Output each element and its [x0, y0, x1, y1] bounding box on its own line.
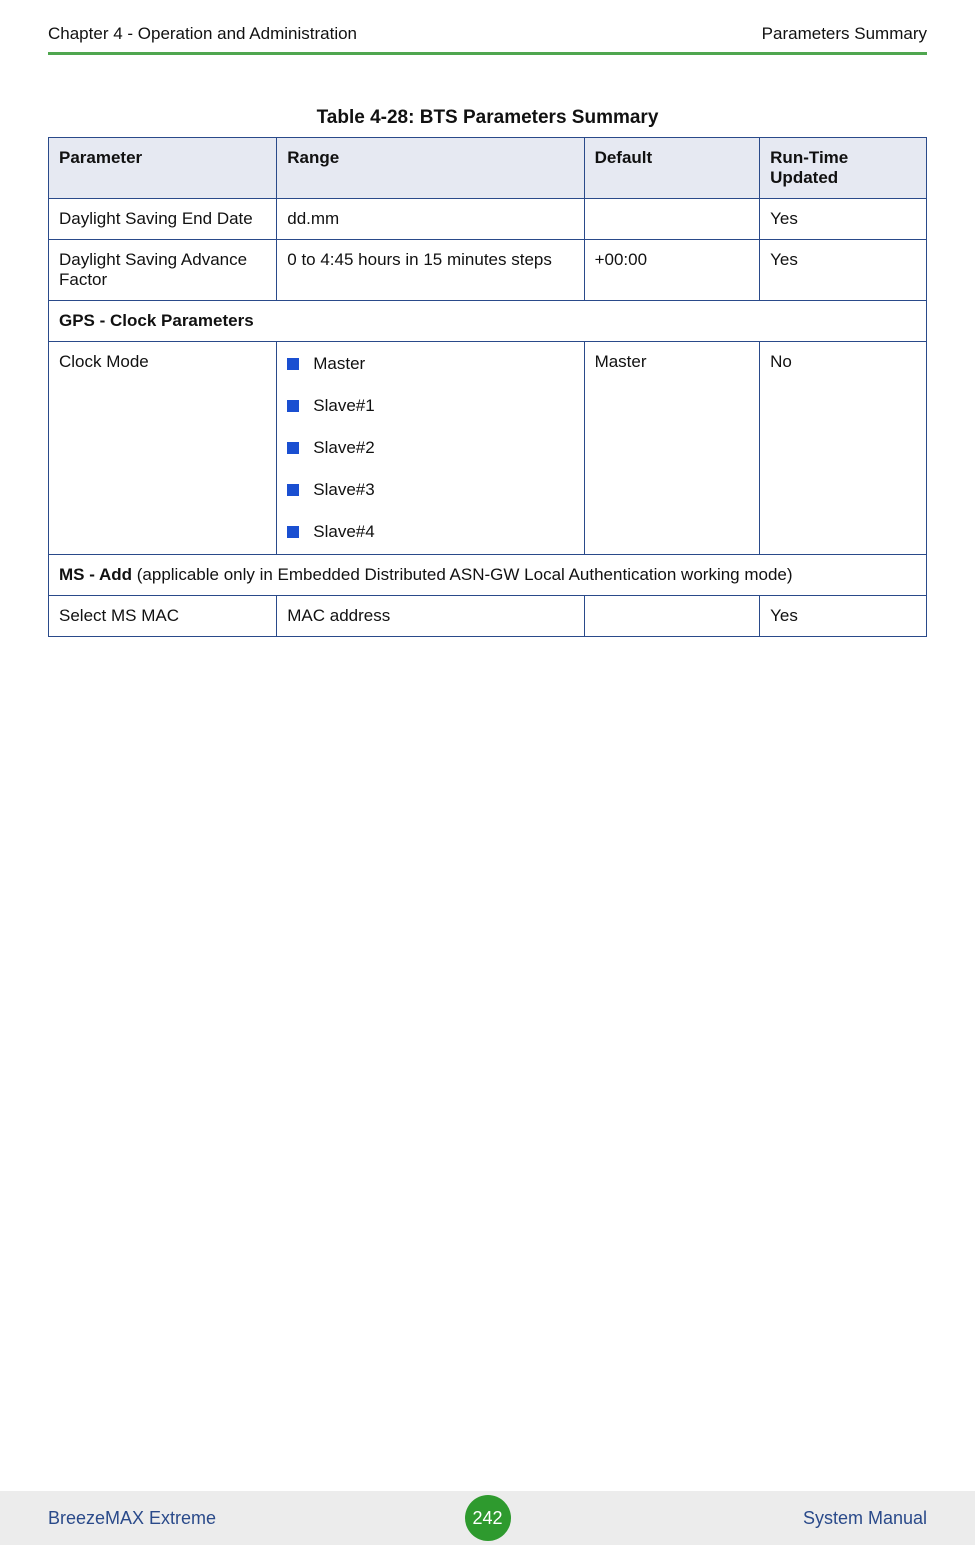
cell-parameter: Daylight Saving End Date	[49, 199, 277, 240]
cell-range: MAC address	[277, 596, 584, 637]
list-item: Slave#4	[287, 522, 573, 542]
cell-runtime: Yes	[760, 596, 927, 637]
cell-parameter: Daylight Saving Advance Factor	[49, 240, 277, 301]
list-item: Slave#3	[287, 480, 573, 500]
cell-range: 0 to 4:45 hours in 15 minutes steps	[277, 240, 584, 301]
cell-runtime: No	[760, 342, 927, 555]
table-row: Daylight Saving Advance Factor 0 to 4:45…	[49, 240, 927, 301]
col-parameter: Parameter	[49, 138, 277, 199]
table-section-row: MS - Add (applicable only in Embedded Di…	[49, 555, 927, 596]
section-gps: GPS - Clock Parameters	[49, 301, 927, 342]
section-ms-title: MS - Add	[59, 565, 132, 584]
page-footer: BreezeMAX Extreme 242 System Manual	[0, 1491, 975, 1545]
table-caption: Table 4-28: BTS Parameters Summary	[48, 107, 927, 129]
params-table: Parameter Range Default Run-Time Updated…	[48, 137, 927, 637]
square-bullet-icon	[287, 400, 299, 412]
cell-default: +00:00	[584, 240, 760, 301]
square-bullet-icon	[287, 484, 299, 496]
list-item-label: Slave#3	[313, 480, 374, 500]
table-row: Daylight Saving End Date dd.mm Yes	[49, 199, 927, 240]
cell-default: Master	[584, 342, 760, 555]
table-row: Select MS MAC MAC address Yes	[49, 596, 927, 637]
list-item-label: Slave#4	[313, 522, 374, 542]
footer-left: BreezeMAX Extreme	[48, 1508, 216, 1529]
page-badge-wrap: 242	[465, 1495, 511, 1541]
cell-runtime: Yes	[760, 199, 927, 240]
list-item: Slave#1	[287, 396, 573, 416]
list-item: Slave#2	[287, 438, 573, 458]
table-section-row: GPS - Clock Parameters	[49, 301, 927, 342]
footer-right: System Manual	[803, 1508, 927, 1529]
col-runtime: Run-Time Updated	[760, 138, 927, 199]
header-right: Parameters Summary	[762, 24, 927, 44]
cell-runtime: Yes	[760, 240, 927, 301]
section-ms: MS - Add (applicable only in Embedded Di…	[49, 555, 927, 596]
col-default: Default	[584, 138, 760, 199]
header-left: Chapter 4 - Operation and Administration	[48, 24, 357, 44]
page-header: Chapter 4 - Operation and Administration…	[48, 0, 927, 55]
list-item-label: Master	[313, 354, 365, 374]
range-bullet-list: Master Slave#1 Slave#2 Slave#3	[287, 352, 573, 544]
table-row: Clock Mode Master Slave#1 Slave#2	[49, 342, 927, 555]
table-header-row: Parameter Range Default Run-Time Updated	[49, 138, 927, 199]
page-number-badge: 242	[465, 1495, 511, 1541]
cell-parameter: Select MS MAC	[49, 596, 277, 637]
list-item-label: Slave#1	[313, 396, 374, 416]
square-bullet-icon	[287, 442, 299, 454]
cell-default	[584, 199, 760, 240]
cell-range: Master Slave#1 Slave#2 Slave#3	[277, 342, 584, 555]
list-item: Master	[287, 354, 573, 374]
list-item-label: Slave#2	[313, 438, 374, 458]
cell-default	[584, 596, 760, 637]
section-ms-note: (applicable only in Embedded Distributed…	[132, 565, 793, 584]
square-bullet-icon	[287, 526, 299, 538]
square-bullet-icon	[287, 358, 299, 370]
cell-range: dd.mm	[277, 199, 584, 240]
cell-parameter: Clock Mode	[49, 342, 277, 555]
col-range: Range	[277, 138, 584, 199]
